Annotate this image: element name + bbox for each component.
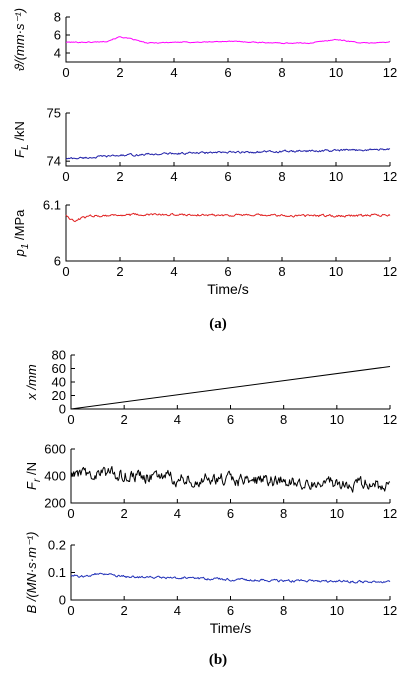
chart-1-xtick-label-3: 6 — [224, 169, 231, 184]
chart-4-xtick-label-6: 12 — [383, 506, 397, 521]
chart-0-xtick-label-3: 6 — [224, 65, 231, 80]
chart-5-xtick-label-3: 6 — [227, 603, 234, 618]
chart-4-ytick-label-2: 600 — [44, 442, 66, 457]
chart-5-xtick-label-6: 12 — [383, 603, 397, 618]
chart-5-xtick-label-2: 4 — [174, 603, 181, 618]
chart-1-xtick-label-6: 12 — [383, 169, 397, 184]
chart-5-xtick-label-0: 0 — [67, 603, 74, 618]
chart-3-xtick-label-0: 0 — [67, 412, 74, 427]
chart-4-xtick-label-2: 4 — [174, 506, 181, 521]
chart-1-xtick-label-1: 2 — [116, 169, 123, 184]
chart-4-xtick-label-5: 10 — [330, 506, 344, 521]
chart-3-xtick-label-5: 10 — [330, 412, 344, 427]
chart-4-xtick-label-0: 0 — [67, 506, 74, 521]
chart-1-ylabel: FL /kN — [12, 121, 31, 158]
chart-0-series-0-line — [65, 36, 390, 45]
chart-3-ytick-label-4: 80 — [52, 348, 66, 363]
chart-2-xtick-label-4: 8 — [278, 264, 285, 279]
chart-4-series-0-line — [70, 466, 391, 493]
chart-3-xtick-label-3: 6 — [227, 412, 234, 427]
chart-5-series-0-line — [70, 572, 391, 584]
chart-2-xtick-label-5: 10 — [329, 264, 343, 279]
chart-0-ytick-label-0: 4 — [54, 46, 61, 61]
chart-1-axes — [65, 113, 390, 167]
chart-0-ytick-label-2: 8 — [54, 10, 61, 25]
chart-2-axes — [65, 205, 390, 262]
chart-5-xtick-label-1: 2 — [121, 603, 128, 618]
chart-0-xtick-label-4: 8 — [278, 65, 285, 80]
chart-0-xtick-label-0: 0 — [62, 65, 69, 80]
chart-1-series-0-line — [65, 148, 391, 160]
chart-3-xtick-label-2: 4 — [174, 412, 181, 427]
chart-4-ytick-label-0: 200 — [44, 496, 66, 511]
chart-3-ytick-label-1: 20 — [52, 388, 66, 403]
chart-2-xlabel: Time/s — [207, 281, 248, 297]
caption-b: (b) — [209, 652, 227, 668]
chart-2-ytick-label-0: 6 — [54, 254, 61, 269]
chart-0-xtick-label-6: 12 — [383, 65, 397, 80]
chart-2-xtick-label-0: 0 — [62, 264, 69, 279]
chart-4-xtick-label-4: 8 — [280, 506, 287, 521]
chart-4-ylabel: Fr /N — [24, 462, 43, 490]
chart-2-ylabel: p1 /MPa — [12, 209, 31, 258]
chart-5: 0 2 4 6 8 10 12 0 0.1 0.2 B /(MN·s·m⁻¹) Time/s — [24, 532, 397, 636]
chart-3-ytick-label-2: 40 — [52, 375, 66, 390]
chart-3-ylabel: x /mm — [24, 364, 39, 401]
chart-0-xtick-label-2: 4 — [170, 65, 177, 80]
chart-3-ytick-label-0: 0 — [59, 402, 66, 417]
chart-1-xtick-label-5: 10 — [329, 169, 343, 184]
chart-5-ylabel: B /(MN·s·m⁻¹) — [24, 532, 39, 614]
chart-1-xtick-label-4: 8 — [278, 169, 285, 184]
chart-0-xtick-label-1: 2 — [116, 65, 123, 80]
chart-0-xtick-label-5: 10 — [329, 65, 343, 80]
chart-5-xtick-label-4: 8 — [280, 603, 287, 618]
chart-3-xtick-label-4: 8 — [280, 412, 287, 427]
chart-2-xtick-label-3: 6 — [224, 264, 231, 279]
chart-1-xtick-label-2: 4 — [170, 169, 177, 184]
chart-1-xtick-label-0: 0 — [62, 169, 69, 184]
chart-1-ytick-label-1: 75 — [47, 106, 61, 121]
chart-2: 0 2 4 6 8 10 12 6 6.1 p1 /MPa Time/s — [12, 198, 397, 298]
chart-4-xtick-label-3: 6 — [227, 506, 234, 521]
chart-5-axes — [70, 545, 390, 601]
chart-4-ytick-label-1: 400 — [44, 469, 66, 484]
chart-3-axes — [70, 355, 390, 410]
chart-0: 0 2 4 6 8 10 12 4 6 8 ϑ/(mm·s⁻¹) — [12, 8, 397, 80]
chart-3-xtick-label-6: 12 — [383, 412, 397, 427]
chart-2-xtick-label-1: 2 — [116, 264, 123, 279]
chart-0-axes — [65, 17, 390, 63]
chart-2-xtick-label-6: 12 — [383, 264, 397, 279]
chart-3-xtick-label-1: 2 — [121, 412, 128, 427]
chart-5-ytick-label-1: 0.1 — [48, 565, 66, 580]
chart-5-xtick-label-5: 10 — [330, 603, 344, 618]
chart-1-ytick-label-0: 74 — [47, 154, 61, 169]
chart-3-ytick-label-3: 60 — [52, 361, 66, 376]
chart-3-series-0-line — [70, 366, 391, 410]
chart-0-ytick-label-1: 6 — [54, 28, 61, 43]
chart-5-xlabel: Time/s — [210, 620, 251, 636]
chart-2-series-0-line — [65, 212, 391, 223]
chart-1: 0 2 4 6 8 10 12 74 75 FL /kN — [12, 106, 397, 185]
chart-0-ylabel: ϑ/(mm·s⁻¹) — [12, 8, 27, 71]
chart-2-ytick-label-1: 6.1 — [43, 198, 61, 213]
chart-2-xtick-label-2: 4 — [170, 264, 177, 279]
caption-a: (a) — [209, 316, 227, 332]
chart-4-xtick-label-1: 2 — [121, 506, 128, 521]
chart-5-ytick-label-2: 0.2 — [48, 538, 66, 553]
chart-5-ytick-label-0: 0 — [59, 593, 66, 608]
